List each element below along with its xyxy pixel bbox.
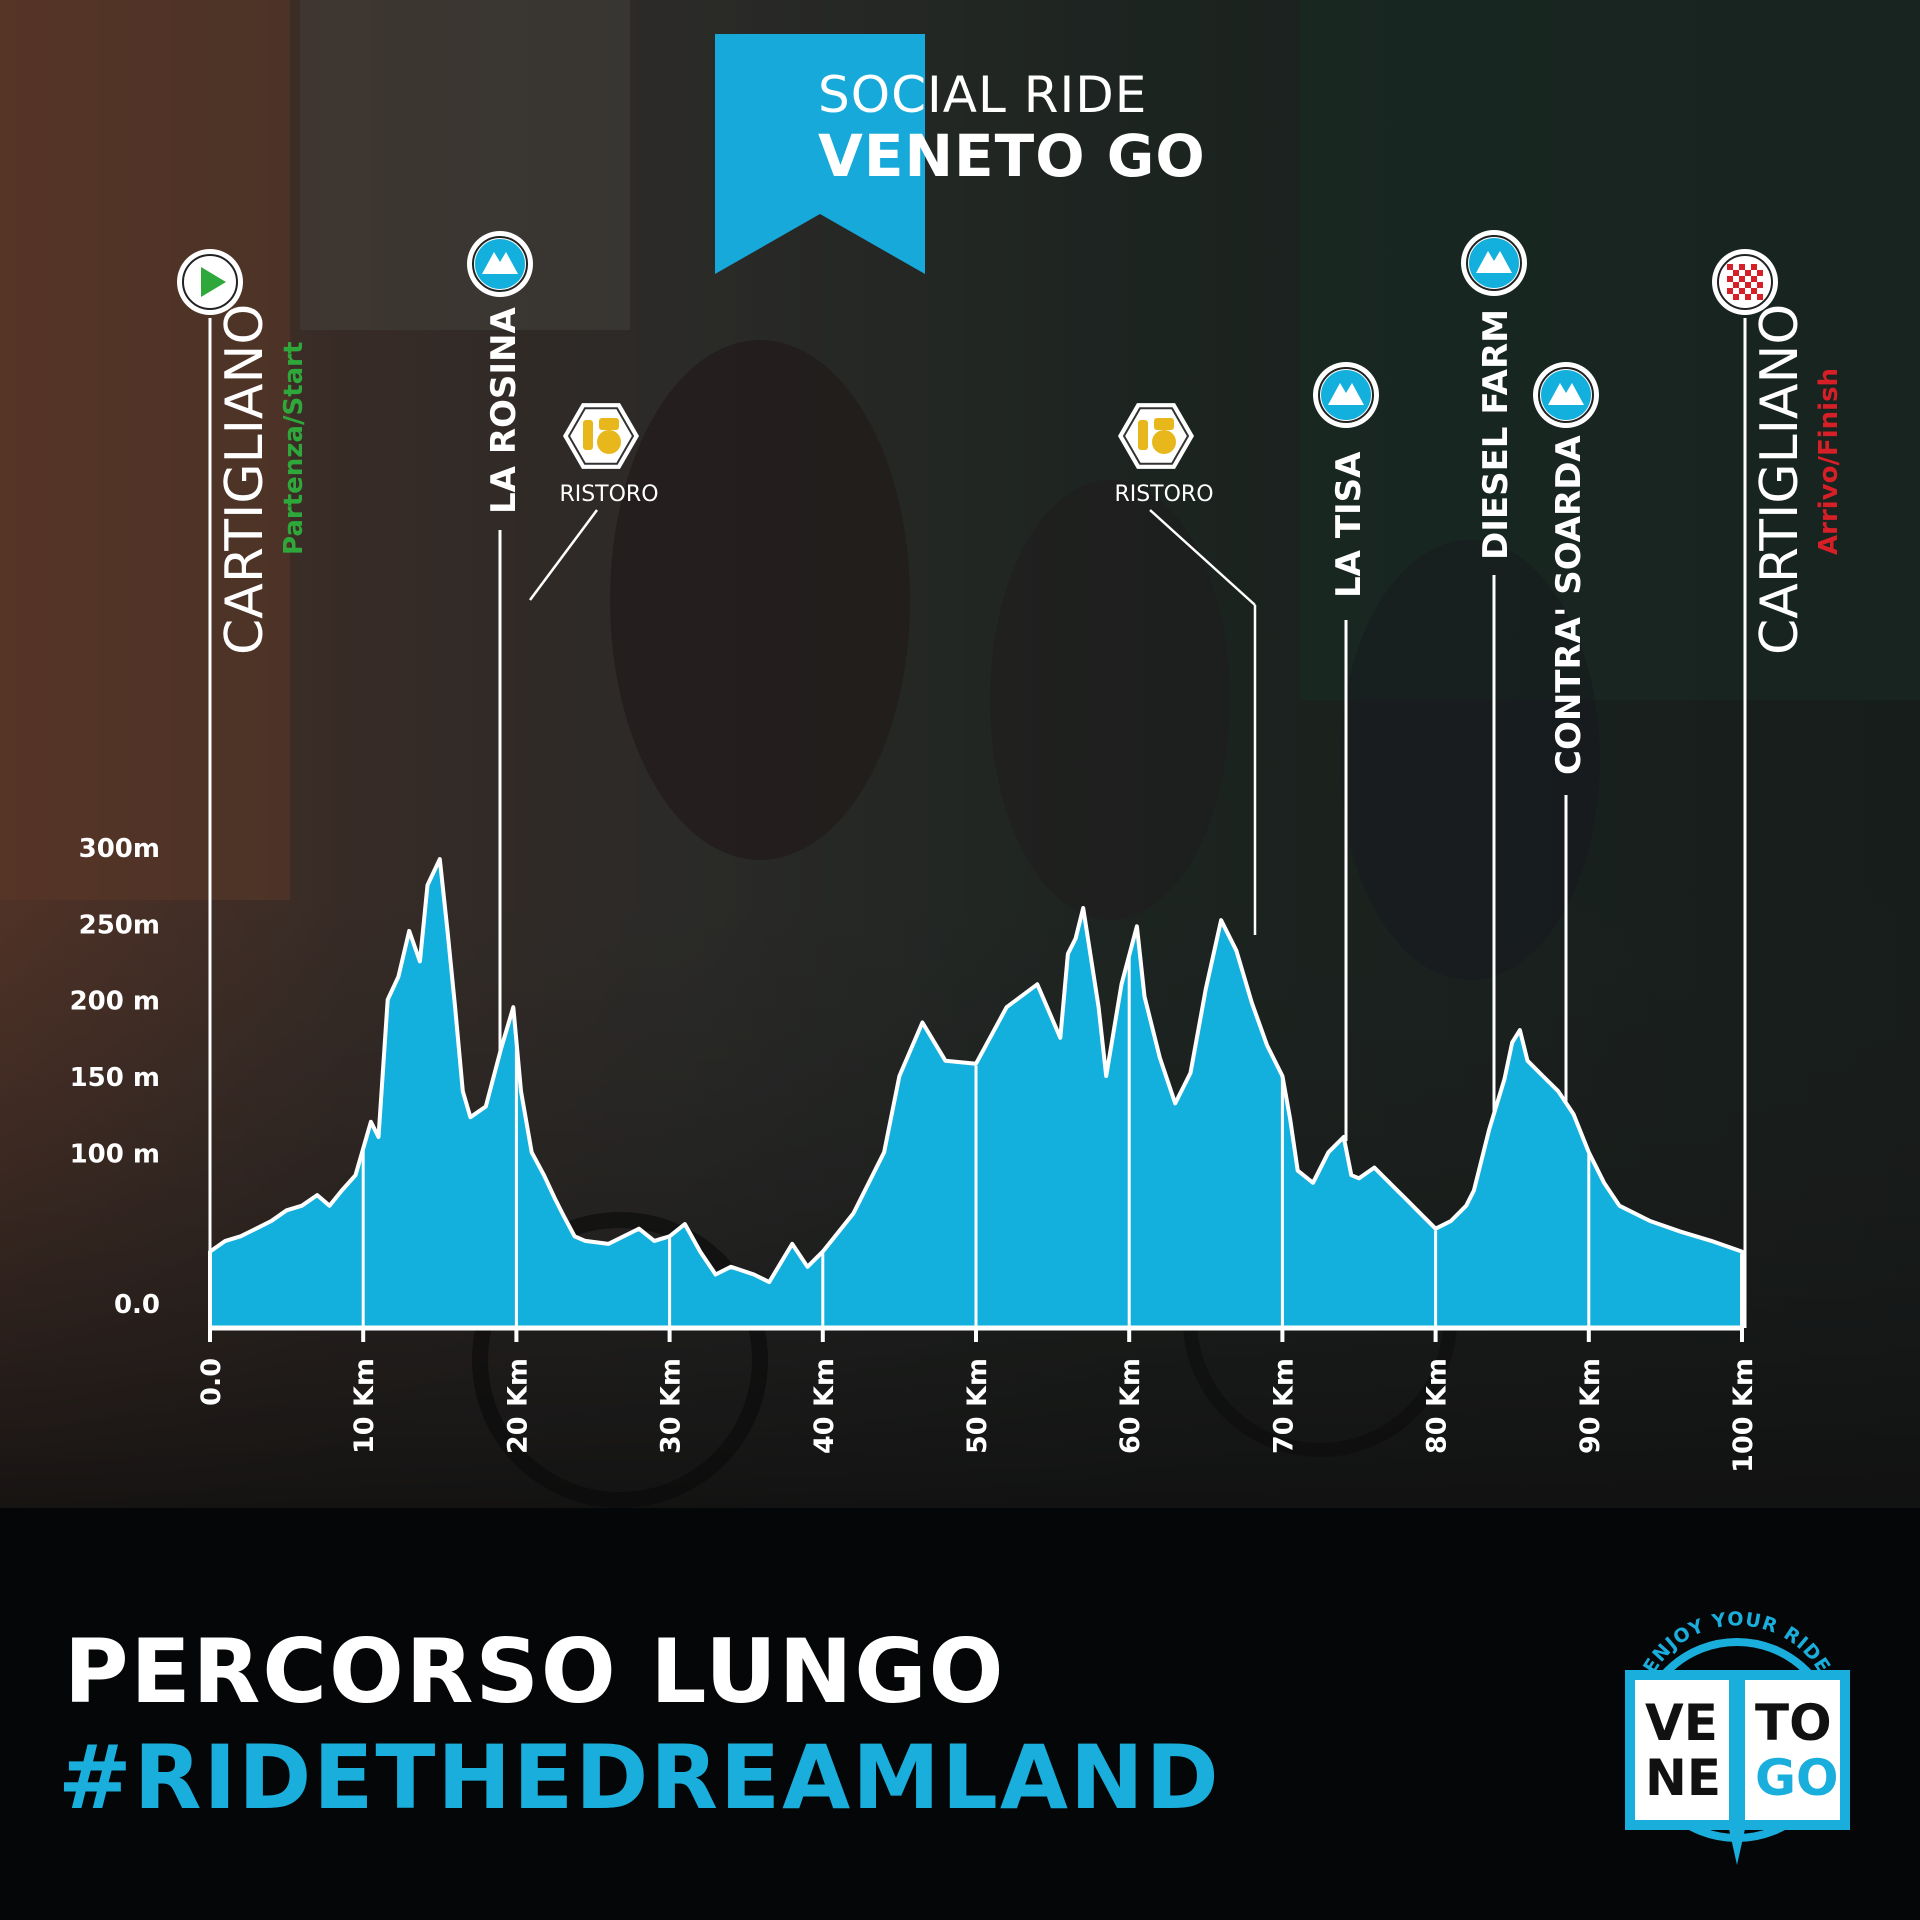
food-icon <box>1152 430 1176 454</box>
logo-text-ve: VE <box>1645 1694 1718 1752</box>
ristoro-label: RISTORO <box>559 482 658 507</box>
mountain-peaks <box>1328 383 1364 405</box>
mountain-icon <box>467 231 533 297</box>
checker-square <box>1751 264 1757 270</box>
x-tick-label: 80 Km <box>1422 1358 1453 1454</box>
badge-inner-ring <box>1318 367 1374 423</box>
start-icon <box>177 249 243 315</box>
checker-square <box>1733 270 1739 276</box>
mountain-peaks <box>1476 251 1512 273</box>
checker-square <box>1751 276 1757 282</box>
elevation-chart: 0.0 100 m 150 m 200 m 250m 300m 0.0 10 Km 20 Km… <box>70 230 1844 1473</box>
poi-name-label: CARTIGLIANO <box>215 304 275 655</box>
x-tick-label: 60 Km <box>1115 1358 1146 1454</box>
poi-sub-label: Arrivo/Finish <box>1814 368 1844 555</box>
veneto-go-logo: ENJOY YOUR RIDE VE NE TO GO <box>1625 1610 1850 1865</box>
cheese-icon <box>1154 418 1174 430</box>
hashtag: #RIDETHEDREAMLAND <box>58 1726 1221 1829</box>
x-tick-label: 90 Km <box>1575 1358 1606 1454</box>
mountain-peaks <box>1548 383 1584 405</box>
y-tick-label: 300m <box>79 834 160 864</box>
checker-square <box>1739 276 1745 282</box>
logo-text-to: TO <box>1755 1694 1832 1752</box>
badge-inner-ring <box>182 254 238 310</box>
x-tick-label: 30 Km <box>656 1358 687 1454</box>
finish-flag-icon <box>1712 249 1778 315</box>
checker-square <box>1757 294 1763 300</box>
mountain-icon <box>1533 362 1599 428</box>
logo-bookmark <box>1727 1820 1747 1865</box>
poi-name-label: DIESEL FARM <box>1476 309 1516 560</box>
checker-square <box>1757 270 1763 276</box>
play-triangle-icon <box>201 267 226 297</box>
checker-square <box>1751 288 1757 294</box>
badge-inner-ring <box>1538 367 1594 423</box>
km-gridlines <box>361 957 1591 1328</box>
points-of-interest: CARTIGLIANO Partenza/Start LA ROSINA RISTOR… <box>177 230 1844 775</box>
poi-name-label: CONTRA' SOARDA <box>1549 435 1589 775</box>
checker-square <box>1727 288 1733 294</box>
x-tick-label: 0.0 <box>196 1358 227 1406</box>
food-drink-icon <box>1118 403 1194 469</box>
poi-name-label: LA ROSINA <box>484 307 524 514</box>
ristoro-leader <box>1149 509 1256 606</box>
x-tick-label: 10 Km <box>349 1358 380 1454</box>
checker-square <box>1727 264 1733 270</box>
y-tick-label: 100 m <box>70 1139 160 1169</box>
checker-square <box>1739 288 1745 294</box>
cheese-icon <box>599 418 619 430</box>
ristoro-leader <box>528 509 599 601</box>
food-icon <box>597 430 621 454</box>
badge-inner-ring <box>472 236 528 292</box>
poi-sub-label: Partenza/Start <box>279 342 309 555</box>
footer-band <box>0 1508 1920 1920</box>
badge-inner-ring <box>1466 235 1522 291</box>
checker-square <box>1757 282 1763 288</box>
route-title: PERCORSO LUNGO <box>64 1620 1006 1723</box>
poi-name-label: LA TISA <box>1329 451 1369 598</box>
y-tick-label: 200 m <box>70 987 160 1017</box>
checker-square <box>1733 294 1739 300</box>
mountain-peaks <box>482 252 518 274</box>
x-tick-label: 40 Km <box>809 1358 840 1454</box>
title-banner <box>715 34 925 274</box>
poi-name-label: CARTIGLIANO <box>1750 304 1810 655</box>
y-tick-label: 0.0 <box>114 1290 160 1320</box>
mountain-icon <box>1461 230 1527 296</box>
logo-page-right <box>1745 1680 1840 1820</box>
x-axis-ticks: 0.0 10 Km 20 Km 30 Km 40 Km 50 Km 60 Km 70 Km 80… <box>196 1328 1759 1473</box>
ristoro-label: RISTORO <box>1114 482 1213 507</box>
checker-square <box>1745 282 1751 288</box>
checker-square <box>1745 294 1751 300</box>
y-axis-ticks: 0.0 100 m 150 m 200 m 250m 300m <box>70 834 160 1320</box>
checker-square <box>1733 282 1739 288</box>
x-tick-label: 50 Km <box>962 1358 993 1454</box>
banner-ribbon <box>715 34 925 274</box>
bottle-icon <box>1138 420 1148 450</box>
x-tick-label: 100 Km <box>1728 1358 1759 1473</box>
mountain-icon <box>1313 362 1379 428</box>
y-tick-label: 250m <box>79 910 160 940</box>
logo-page-left <box>1635 1680 1729 1820</box>
bottle-icon <box>583 420 593 450</box>
x-tick-label: 70 Km <box>1268 1358 1299 1454</box>
banner-title-line2: VENETO GO <box>818 122 1206 190</box>
banner-title-line1: SOCIAL RIDE <box>818 66 1148 124</box>
checker-square <box>1745 270 1751 276</box>
badge-inner-ring <box>1717 254 1773 310</box>
x-tick-label: 20 Km <box>502 1358 533 1454</box>
checker-square <box>1739 264 1745 270</box>
y-tick-label: 150 m <box>70 1063 160 1093</box>
logo-text-ne: NE <box>1645 1749 1721 1807</box>
logo-text-go: GO <box>1755 1749 1839 1807</box>
food-drink-icon <box>563 403 639 469</box>
poi-lines <box>208 318 1747 1328</box>
checker-square <box>1727 276 1733 282</box>
